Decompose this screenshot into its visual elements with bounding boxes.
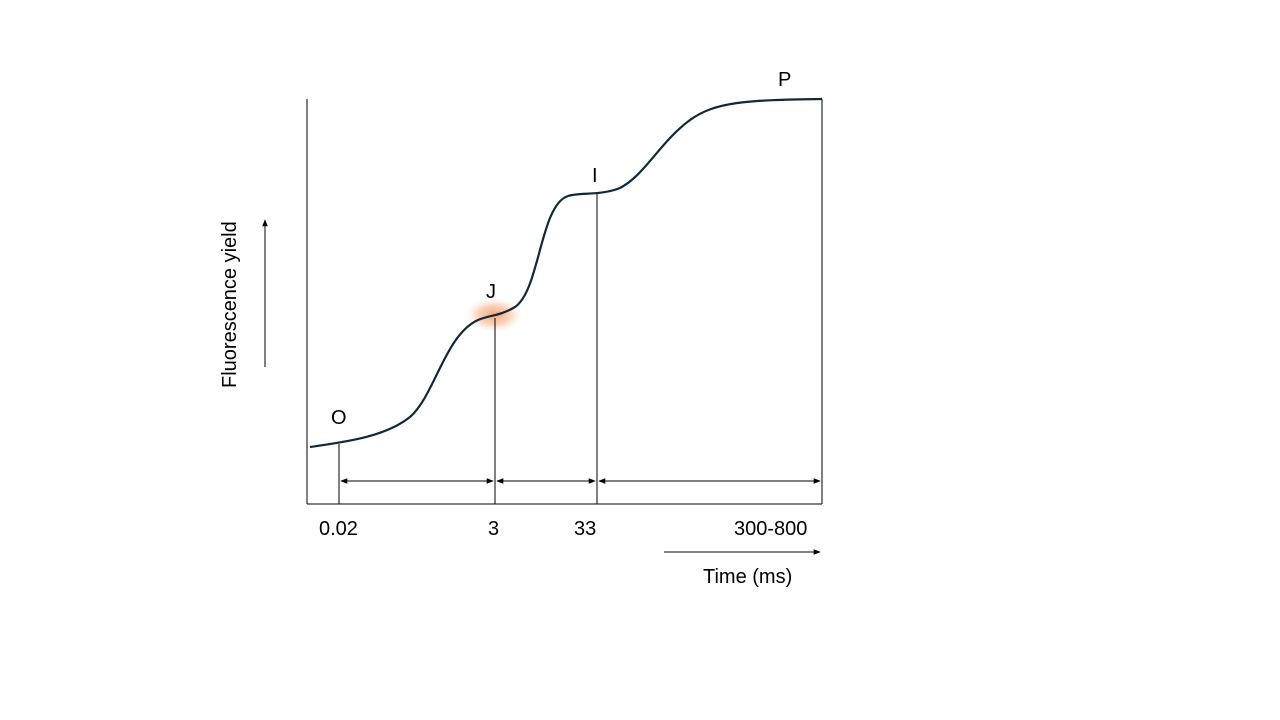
fluorescence-curve bbox=[309, 97, 823, 449]
x-axis-label: Time (ms) bbox=[703, 566, 792, 588]
point-label-o: O bbox=[331, 407, 347, 429]
time-tick-label: 33 bbox=[574, 518, 596, 540]
point-label-i: I bbox=[592, 165, 598, 187]
point-label-j: J bbox=[486, 281, 496, 303]
time-tick-label: 300-800 bbox=[734, 518, 807, 540]
time-tick-label: 3 bbox=[488, 518, 499, 540]
time-tick-label: 0.02 bbox=[319, 518, 358, 540]
point-label-p: P bbox=[778, 69, 791, 91]
y-axis-label: Fluorescence yield bbox=[219, 221, 241, 388]
